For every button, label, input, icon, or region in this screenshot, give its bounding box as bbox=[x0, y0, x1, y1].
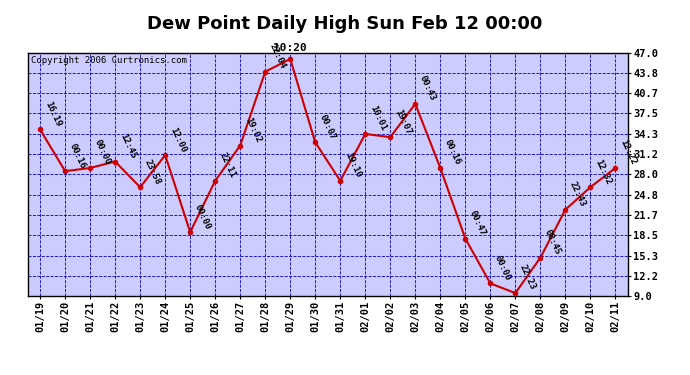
Text: 16:19: 16:19 bbox=[43, 100, 62, 128]
Text: 00:43: 00:43 bbox=[418, 74, 437, 102]
Text: 12:22: 12:22 bbox=[618, 138, 638, 166]
Text: 12:00: 12:00 bbox=[168, 126, 188, 154]
Text: 19:07: 19:07 bbox=[393, 108, 413, 136]
Text: 22:23: 22:23 bbox=[518, 264, 538, 292]
Text: 10:20: 10:20 bbox=[273, 44, 307, 53]
Text: 00:16: 00:16 bbox=[443, 138, 462, 166]
Text: 22:43: 22:43 bbox=[568, 180, 588, 208]
Text: 19:10: 19:10 bbox=[343, 151, 362, 179]
Text: 10:01: 10:01 bbox=[368, 104, 388, 133]
Text: 00:07: 00:07 bbox=[318, 113, 337, 141]
Text: 12:45: 12:45 bbox=[118, 132, 137, 160]
Text: 23:58: 23:58 bbox=[143, 158, 162, 186]
Text: 00:47: 00:47 bbox=[468, 209, 488, 237]
Text: Copyright 2006 Curtronics.com: Copyright 2006 Curtronics.com bbox=[30, 56, 186, 65]
Text: 00:00: 00:00 bbox=[193, 202, 213, 231]
Text: 00:16: 00:16 bbox=[68, 142, 88, 170]
Text: 00:00: 00:00 bbox=[493, 254, 513, 282]
Text: 12:32: 12:32 bbox=[593, 158, 613, 186]
Text: 22:04: 22:04 bbox=[268, 42, 288, 70]
Text: 08:45: 08:45 bbox=[543, 228, 562, 256]
Text: 00:00: 00:00 bbox=[93, 138, 112, 166]
Text: 22:11: 22:11 bbox=[218, 151, 237, 179]
Text: Dew Point Daily High Sun Feb 12 00:00: Dew Point Daily High Sun Feb 12 00:00 bbox=[147, 15, 543, 33]
Text: 19:02: 19:02 bbox=[243, 116, 262, 144]
